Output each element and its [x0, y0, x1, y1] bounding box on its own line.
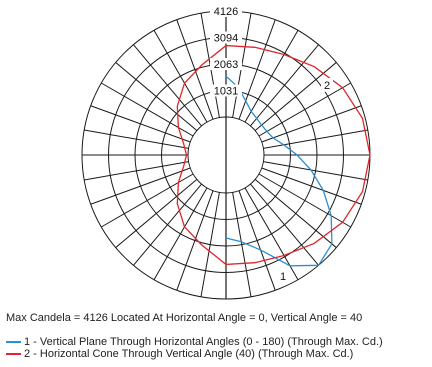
radial-tick-bg — [210, 58, 242, 70]
legend-swatch-1 — [6, 341, 21, 344]
legend-label-1: 1 - Vertical Plane Through Horizontal An… — [24, 336, 383, 348]
polar-tick-labels: 1 2 1031 2063 3094 4126 — [210, 5, 333, 283]
legend-swatch-2 — [6, 353, 21, 356]
polar-chart: 1 2 1031 2063 3094 4126 — [81, 5, 371, 300]
radial-tick-text: 4126 — [214, 6, 238, 18]
polar-series — [176, 44, 371, 267]
max-candela-info: Max Candela = 4126 Located At Horizontal… — [6, 312, 363, 324]
legend-label-2: 2 - Horizontal Cone Through Vertical Ang… — [24, 348, 354, 360]
radial-tick-label: 3094 — [210, 31, 242, 44]
curve-label-text: 2 — [324, 80, 330, 92]
radial-tick-bg — [210, 31, 242, 44]
radial-tick-label: 1031 — [210, 84, 242, 97]
series-curve-2 — [176, 44, 371, 266]
legend-item-1: 1 - Vertical Plane Through Horizontal An… — [6, 336, 383, 348]
radial-tick-text: 3094 — [214, 32, 238, 44]
legend-item-2: 2 - Horizontal Cone Through Vertical Ang… — [6, 348, 353, 360]
radial-tick-bg — [210, 84, 242, 97]
curve-label-bg — [321, 78, 333, 92]
curve-label-1: 1 — [277, 269, 289, 283]
curve-label-2: 2 — [321, 78, 333, 92]
curve-label-bg — [277, 269, 289, 283]
curve-label-text: 1 — [280, 271, 286, 283]
radial-tick-bg — [210, 5, 242, 17]
radial-tick-text: 2063 — [214, 59, 238, 71]
radial-tick-text: 1031 — [214, 85, 238, 97]
series-curve-1 — [225, 75, 333, 267]
polar-grid — [81, 10, 371, 300]
radial-tick-label: 4126 — [210, 5, 242, 18]
radial-tick-label: 2063 — [210, 58, 242, 71]
